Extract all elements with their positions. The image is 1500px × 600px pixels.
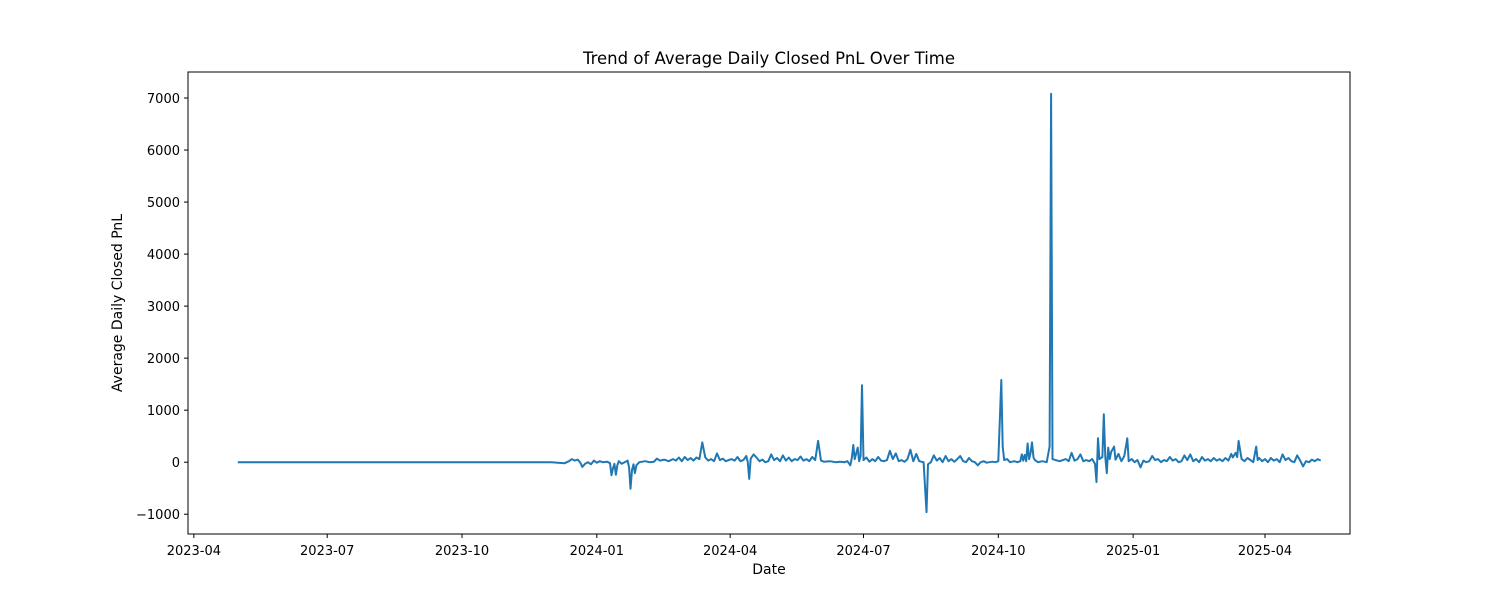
x-tick-label: 2023-07 — [300, 544, 354, 559]
x-tick-label: 2025-01 — [1106, 544, 1160, 559]
x-axis-title: Date — [752, 562, 785, 578]
y-tick-label: 5000 — [147, 196, 180, 211]
y-tick-label: 7000 — [147, 92, 180, 107]
x-tick-label: 2024-10 — [971, 544, 1025, 559]
x-axis: 2023-04 2023-07 2023-10 2024-01 2024-04 2024-… — [167, 534, 1292, 559]
x-tick-label: 2023-04 — [167, 544, 221, 559]
plot-frame — [187, 71, 1351, 535]
y-tick-label: 0 — [172, 456, 180, 471]
plot-area — [187, 71, 1351, 535]
y-axis-title: Average Daily Closed PnL — [110, 214, 126, 392]
x-tick-label: 2024-07 — [836, 544, 890, 559]
chart-title: Trend of Average Daily Closed PnL Over T… — [582, 49, 955, 68]
y-axis: −1000 0 1000 2000 3000 4000 5000 6000 7000 — [136, 92, 188, 523]
y-tick-label: 1000 — [147, 404, 180, 419]
y-tick-label: 2000 — [147, 352, 180, 367]
y-tick-label: 4000 — [147, 248, 180, 263]
series-line — [237, 92, 1322, 514]
x-tick-label: 2023-10 — [435, 544, 489, 559]
x-tick-label: 2024-01 — [570, 544, 624, 559]
x-tick-label: 2025-04 — [1238, 544, 1292, 559]
x-tick-label: 2024-04 — [703, 544, 757, 559]
y-tick-label: 6000 — [147, 144, 180, 159]
y-tick-label: 3000 — [147, 300, 180, 315]
y-tick-label: −1000 — [136, 508, 180, 523]
